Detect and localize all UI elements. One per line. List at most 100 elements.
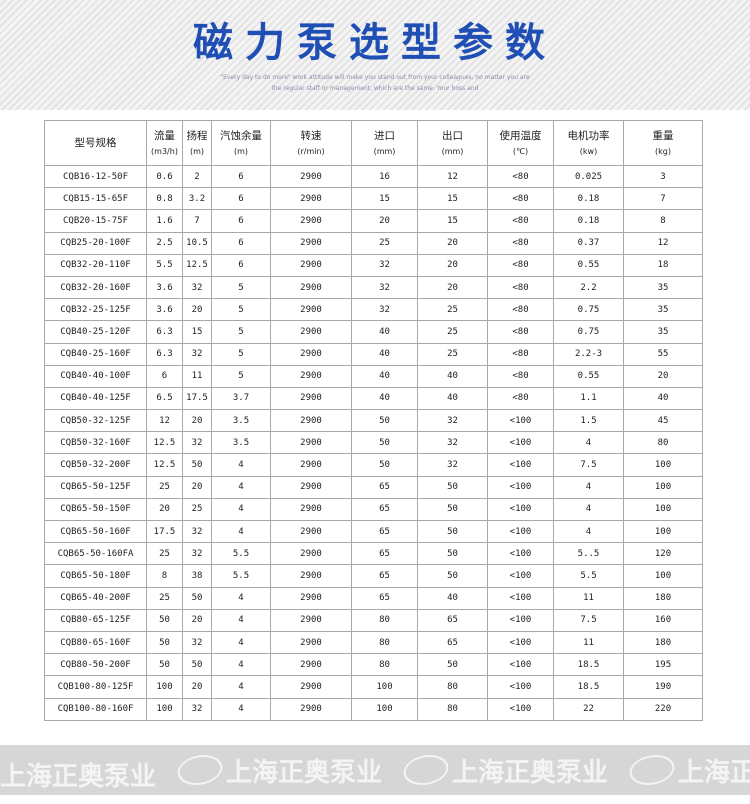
table-cell: 32 xyxy=(351,253,418,277)
table-cell: 40 xyxy=(351,320,418,344)
table-cell: 32 xyxy=(182,431,212,455)
table-cell: 32 xyxy=(351,298,418,322)
table-cell: 4 xyxy=(211,697,271,721)
table-cell: 6 xyxy=(211,187,271,211)
table-cell: 8 xyxy=(623,209,703,233)
table-cell: 4 xyxy=(553,497,624,522)
table-cell: 15 xyxy=(417,209,488,233)
table-cell: 5.5 xyxy=(211,542,271,566)
table-cell: 0.6 xyxy=(146,164,183,189)
table-cell: 100 xyxy=(623,519,703,544)
table-cell: 40 xyxy=(351,364,418,388)
table-cell: 1.1 xyxy=(553,386,624,411)
table-cell: 180 xyxy=(623,630,703,655)
table-cell: <80 xyxy=(487,231,554,255)
table-cell: 80 xyxy=(351,653,418,677)
table-cell: 180 xyxy=(623,586,703,610)
table-cell: CQB65-40-200F xyxy=(44,586,147,610)
table-cell: <80 xyxy=(487,364,554,388)
table-cell: 7.5 xyxy=(553,608,624,632)
table-cell: <100 xyxy=(487,586,554,610)
column-header-label: 使用温度 xyxy=(499,130,542,142)
table-header-row: 型号规格 流量 (m3/h) 扬程 (m) 汽蚀余量 (m) 转速 (r/min) 进口 (mm) 出… xyxy=(44,120,703,166)
table-cell: 16 xyxy=(351,164,418,189)
table-cell: 3.6 xyxy=(146,275,183,300)
table-cell: <100 xyxy=(487,675,554,699)
table-cell: CQB15-15-65F xyxy=(44,187,147,211)
table-cell: 3 xyxy=(623,164,703,189)
table-cell: 160 xyxy=(623,608,703,632)
table-cell: 65 xyxy=(417,630,488,655)
table-row: CQB40-40-125F 6.5 17.5 3.7 2900 40 40 <80 1.1 40 xyxy=(44,386,703,411)
table-cell: 2900 xyxy=(270,364,352,388)
table-cell: 20 xyxy=(146,497,183,522)
table-cell: <80 xyxy=(487,298,554,322)
table-cell: 0.75 xyxy=(553,320,624,344)
table-cell: 2900 xyxy=(270,497,352,522)
table-cell: 2900 xyxy=(270,187,352,211)
table-cell: 3.5 xyxy=(211,431,271,455)
column-header-unit: (℃) xyxy=(512,147,529,156)
table-cell: 65 xyxy=(417,608,488,632)
table-cell: 20 xyxy=(182,298,212,322)
table-row: CQB16-12-50F 0.6 2 6 2900 16 12 <80 0.025 3 xyxy=(44,164,703,189)
table-cell: 40 xyxy=(417,364,488,388)
table-cell: 20 xyxy=(182,475,212,499)
table-cell: 2900 xyxy=(270,253,352,277)
table-cell: <100 xyxy=(487,542,554,566)
table-cell: 35 xyxy=(623,320,703,344)
column-header-label: 进口 xyxy=(374,130,395,142)
table-cell: 7.5 xyxy=(553,453,624,477)
table-cell: 55 xyxy=(623,342,703,366)
table-cell: 20 xyxy=(182,409,212,433)
table-row: CQB65-50-160FA 25 32 5.5 2900 65 50 <100 5..5 120 xyxy=(44,542,703,566)
table-cell: 6.3 xyxy=(146,342,183,366)
table-cell: 5 xyxy=(211,298,271,322)
table-cell: CQB65-50-160FA xyxy=(44,542,147,566)
table-cell: 4 xyxy=(211,653,271,677)
table-cell: 20 xyxy=(182,675,212,699)
table-cell: 65 xyxy=(351,475,418,499)
table-cell: 50 xyxy=(417,564,488,588)
table-cell: 40 xyxy=(351,342,418,366)
table-cell: 2900 xyxy=(270,431,352,455)
table-row: CQB65-50-160F 17.5 32 4 2900 65 50 <100 4 100 xyxy=(44,519,703,544)
table-cell: <100 xyxy=(487,697,554,721)
table-cell: 2900 xyxy=(270,453,352,477)
table-cell: CQB50-32-160F xyxy=(44,431,147,455)
table-cell: 4 xyxy=(211,675,271,699)
table-cell: 25 xyxy=(417,342,488,366)
table-cell: 2900 xyxy=(270,475,352,499)
column-header: 汽蚀余量 (m) xyxy=(211,120,271,166)
table-cell: 12 xyxy=(146,409,183,433)
table-cell: 7 xyxy=(623,187,703,211)
table-row: CQB80-65-125F 50 20 4 2900 80 65 <100 7.5 160 xyxy=(44,608,703,632)
column-header-unit: (r/min) xyxy=(297,147,325,156)
table-cell: <100 xyxy=(487,564,554,588)
table-cell: 1.5 xyxy=(553,409,624,433)
table-cell: 2900 xyxy=(270,608,352,632)
table-cell: <80 xyxy=(487,320,554,344)
table-cell: 2900 xyxy=(270,209,352,233)
table-row: CQB40-25-120F 6.3 15 5 2900 40 25 <80 0.75 35 xyxy=(44,320,703,344)
table-cell: 38 xyxy=(182,564,212,588)
table-cell: 50 xyxy=(182,453,212,477)
table-cell: 2900 xyxy=(270,275,352,300)
table-cell: 5 xyxy=(211,320,271,344)
table-cell: CQB100-80-125F xyxy=(44,675,147,699)
table-cell: 11 xyxy=(182,364,212,388)
table-cell: 0.75 xyxy=(553,298,624,322)
table-cell: 0.025 xyxy=(553,164,624,189)
column-header-label: 出口 xyxy=(442,130,463,142)
table-cell: <80 xyxy=(487,275,554,300)
table-cell: 0.18 xyxy=(553,187,624,211)
table-cell: 0.18 xyxy=(553,209,624,233)
table-cell: 3.5 xyxy=(211,409,271,433)
table-cell: 80 xyxy=(351,608,418,632)
table-cell: <100 xyxy=(487,608,554,632)
table-cell: 2.2-3 xyxy=(553,342,624,366)
table-cell: 45 xyxy=(623,409,703,433)
table-cell: 11 xyxy=(553,586,624,610)
table-cell: <100 xyxy=(487,519,554,544)
table-cell: CQB32-20-110F xyxy=(44,253,147,277)
